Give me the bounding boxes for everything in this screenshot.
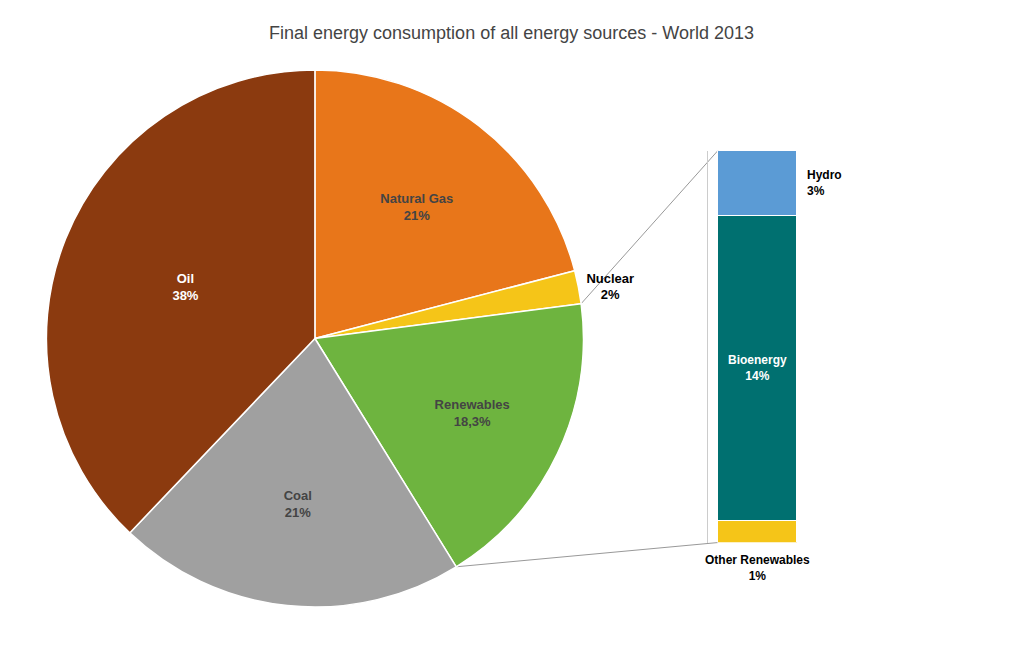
svg-text:Bioenergy14%: Bioenergy14% [728,353,787,383]
svg-text:Hydro3%: Hydro3% [807,168,842,198]
svg-text:Coal21%: Coal21% [284,488,312,520]
svg-text:Natural Gas21%: Natural Gas21% [380,191,453,223]
svg-text:Nuclear2%: Nuclear2% [586,271,634,303]
svg-text:Oil38%: Oil38% [172,271,198,303]
svg-text:Renewables18,3%: Renewables18,3% [435,397,510,429]
svg-text:Final energy consumption of al: Final energy consumption of all energy s… [269,23,754,43]
svg-text:Other Renewables1%: Other Renewables1% [705,553,810,583]
